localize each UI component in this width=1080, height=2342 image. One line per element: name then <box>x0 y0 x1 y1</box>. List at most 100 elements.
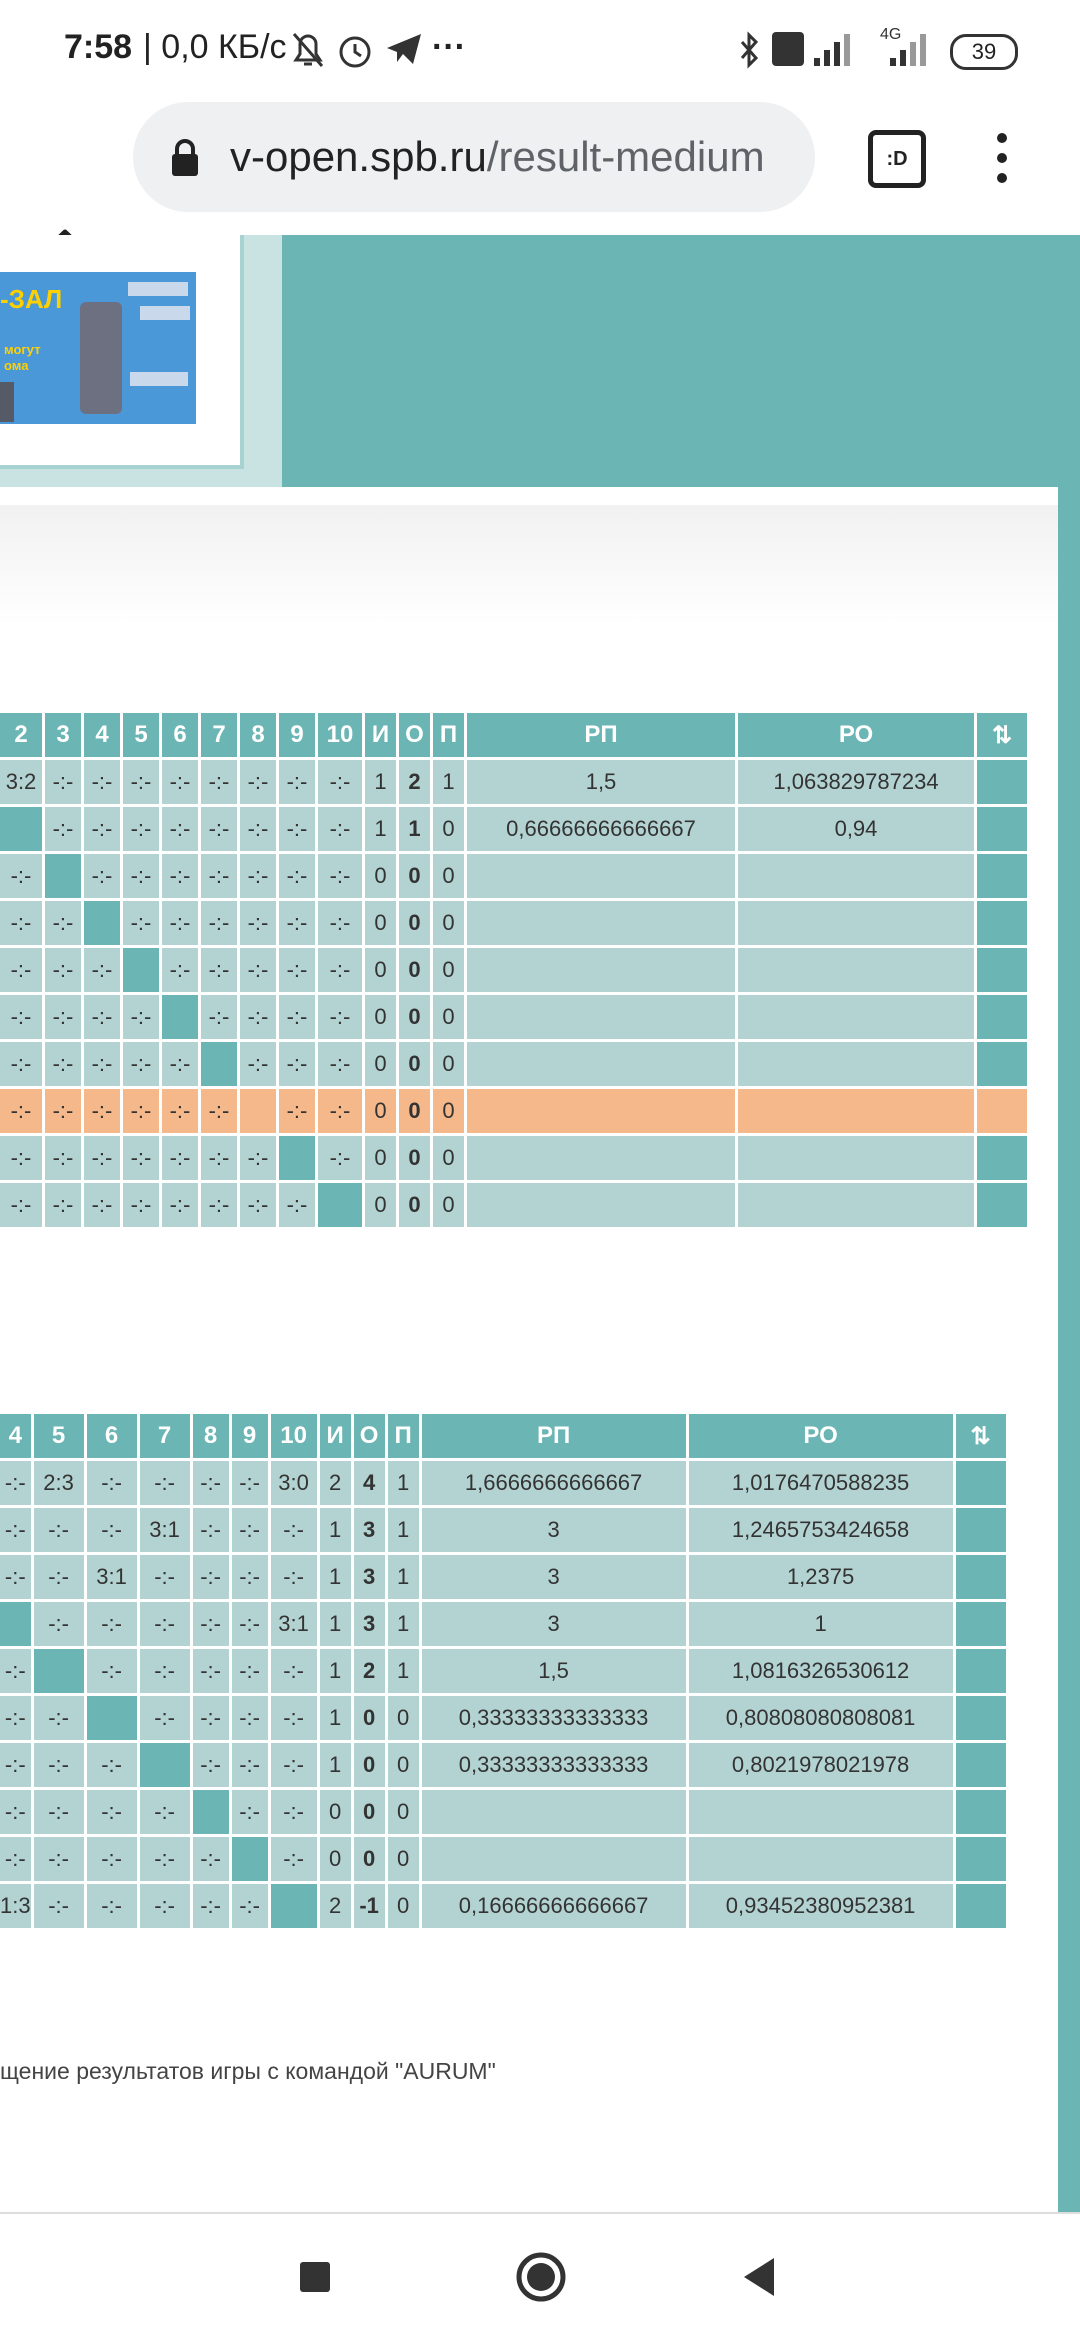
dumbbell-icon <box>0 382 14 422</box>
table-cell: 1 <box>387 1649 419 1693</box>
table-cell <box>467 995 735 1039</box>
self-match-cell <box>279 1136 315 1180</box>
results-table-2: 4 5 6 7 8 9 10 И О П РП РО ⇅ -:- 2:3 -:- -:- -:- -:- 3:0 2 4… <box>0 1411 1009 1931</box>
lock-icon[interactable] <box>170 138 200 178</box>
table-cell: -:- <box>162 1183 198 1227</box>
table-cell: -:- <box>0 1183 42 1227</box>
bell-off-icon <box>292 33 324 67</box>
column-header: 3 <box>45 713 81 757</box>
table-cell: 1 <box>433 760 464 804</box>
table-cell: 0,94 <box>738 807 974 851</box>
column-header: 9 <box>231 1414 268 1458</box>
table-cell: 0 <box>433 854 464 898</box>
page-edge <box>1058 487 1080 2212</box>
table-cell: -:- <box>240 854 276 898</box>
table-cell: -:- <box>279 1042 315 1086</box>
table-cell: -:- <box>139 1884 190 1928</box>
table-cell: -:- <box>279 1089 315 1133</box>
back-button[interactable] <box>740 2256 778 2298</box>
self-match-cell <box>162 995 198 1039</box>
table-cell: -:- <box>45 807 81 851</box>
table-cell <box>467 1042 735 1086</box>
table-cell: -:- <box>201 948 237 992</box>
row-sort-cell <box>955 1461 1006 1505</box>
table-cell: -:- <box>123 807 159 851</box>
table-cell: -:- <box>318 995 362 1039</box>
address-bar[interactable] <box>133 102 815 212</box>
self-match-cell <box>86 1696 137 1740</box>
column-header: 4 <box>0 1414 31 1458</box>
home-button[interactable] <box>514 2250 568 2304</box>
table-cell: -:- <box>201 1136 237 1180</box>
table-cell: 0 <box>433 1136 464 1180</box>
table-cell: -:- <box>201 854 237 898</box>
table-cell: -:- <box>45 760 81 804</box>
table-cell: 1 <box>319 1602 351 1646</box>
self-match-cell <box>201 1042 237 1086</box>
sort-toggle-icon[interactable]: ⇅ <box>977 713 1027 757</box>
column-header: 5 <box>33 1414 84 1458</box>
table-cell: -:- <box>84 854 120 898</box>
table-cell: -:- <box>318 1042 362 1086</box>
table-cell: 3 <box>421 1555 686 1599</box>
table-cell: -:- <box>201 760 237 804</box>
table-cell: -1 <box>353 1884 385 1928</box>
table-cell: -:- <box>240 760 276 804</box>
table-cell: -:- <box>86 1837 137 1881</box>
recent-apps-button[interactable] <box>300 2262 330 2292</box>
sort-toggle-icon[interactable]: ⇅ <box>955 1414 1006 1458</box>
volte-icon <box>772 32 804 66</box>
table-cell <box>467 854 735 898</box>
table-cell: 0 <box>365 1089 396 1133</box>
table-cell: -:- <box>0 1508 31 1552</box>
brick-decoration <box>130 372 188 386</box>
status-speed: | 0,0 КБ/с <box>143 28 287 66</box>
table-cell: 0 <box>353 1696 385 1740</box>
table-cell: 0 <box>365 995 396 1039</box>
table-cell: 1,5 <box>467 760 735 804</box>
table-cell <box>738 854 974 898</box>
menu-dots-icon[interactable] <box>990 130 1014 186</box>
self-match-cell <box>33 1649 84 1693</box>
banner-image[interactable]: -ЗАЛ могут ома <box>0 272 196 424</box>
table-row: -:- -:- -:- -:- -:- -:- -:- -:- 0 0 0 <box>0 948 1027 992</box>
table-cell: -:- <box>162 1136 198 1180</box>
tab-switcher-button[interactable]: :D <box>868 130 926 188</box>
more-notifications-icon: ··· <box>432 28 466 66</box>
table-cell: -:- <box>0 995 42 1039</box>
system-nav-bar <box>0 2212 1080 2342</box>
column-header: РО <box>738 713 974 757</box>
table-cell: 0 <box>433 1042 464 1086</box>
table-cell: 0 <box>319 1790 351 1834</box>
table-cell: 0 <box>387 1837 419 1881</box>
row-sort-cell <box>977 1183 1027 1227</box>
self-match-cell <box>318 1183 362 1227</box>
table-cell: -:- <box>0 1790 31 1834</box>
table-cell: -:- <box>231 1602 268 1646</box>
table-cell: -:- <box>270 1790 317 1834</box>
self-match-cell <box>0 1602 31 1646</box>
table-cell: 3 <box>421 1602 686 1646</box>
banner-subtext-2: ома <box>4 358 29 373</box>
table-cell: -:- <box>139 1461 190 1505</box>
table-cell: 1,2465753424658 <box>688 1508 953 1552</box>
table-cell: 3:0 <box>270 1461 317 1505</box>
table-cell: -:- <box>318 901 362 945</box>
self-match-cell <box>231 1837 268 1881</box>
url-text[interactable]: v-open.spb.ru/result-medium <box>230 133 765 181</box>
table-cell: -:- <box>231 1790 268 1834</box>
table-cell: 1,5 <box>421 1649 686 1693</box>
url-path: /result-medium <box>486 133 765 180</box>
table-cell: -:- <box>270 1649 317 1693</box>
table-cell: -:- <box>201 995 237 1039</box>
table-cell: 0 <box>399 995 430 1039</box>
column-header: 6 <box>162 713 198 757</box>
table-cell: -:- <box>123 1089 159 1133</box>
table-cell: 0 <box>399 1042 430 1086</box>
column-header: 8 <box>240 713 276 757</box>
column-header: 7 <box>201 713 237 757</box>
column-header: П <box>387 1414 419 1458</box>
table-cell: 1:3 <box>0 1884 31 1928</box>
table-cell: -:- <box>33 1696 84 1740</box>
column-header: И <box>319 1414 351 1458</box>
